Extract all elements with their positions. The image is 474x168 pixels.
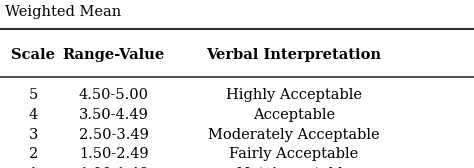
Text: 1.00-1.49: 1.00-1.49 — [79, 167, 148, 168]
Text: 1: 1 — [28, 167, 38, 168]
Text: Scale: Scale — [11, 48, 55, 62]
Text: 3: 3 — [28, 128, 38, 142]
Text: Range-Value: Range-Value — [63, 48, 165, 62]
Text: Weighted Mean: Weighted Mean — [5, 5, 121, 19]
Text: Not Acceptable: Not Acceptable — [237, 167, 351, 168]
Text: 1.50-2.49: 1.50-2.49 — [79, 147, 148, 161]
Text: Acceptable: Acceptable — [253, 108, 335, 122]
Text: Highly Acceptable: Highly Acceptable — [226, 88, 362, 102]
Text: 4.50-5.00: 4.50-5.00 — [79, 88, 149, 102]
Text: 4: 4 — [28, 108, 38, 122]
Text: 2: 2 — [28, 147, 38, 161]
Text: 3.50-4.49: 3.50-4.49 — [79, 108, 149, 122]
Text: Fairly Acceptable: Fairly Acceptable — [229, 147, 358, 161]
Text: Moderately Acceptable: Moderately Acceptable — [208, 128, 380, 142]
Text: Verbal Interpretation: Verbal Interpretation — [206, 48, 382, 62]
Text: 2.50-3.49: 2.50-3.49 — [79, 128, 149, 142]
Text: 5: 5 — [28, 88, 38, 102]
